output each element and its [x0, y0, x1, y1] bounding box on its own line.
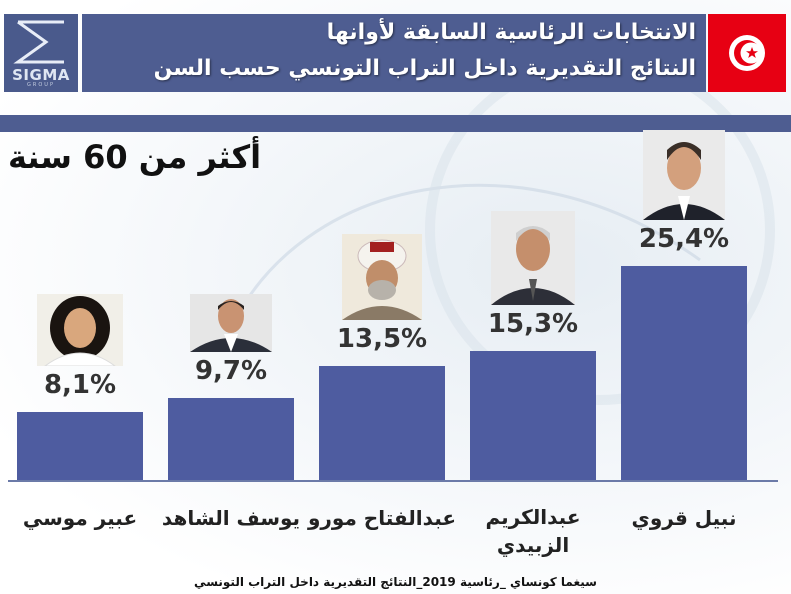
candidate-photo: [342, 234, 422, 321]
category-label: نبيل قروي: [631, 506, 737, 530]
bar-2: [168, 398, 294, 480]
flag-star: [746, 47, 758, 58]
bar-value-label: 15,3%: [487, 309, 579, 340]
bar-value-label: 25,4%: [638, 223, 730, 254]
x-axis-line: [8, 480, 778, 482]
chart-title: أكثر من 60 سنة: [8, 138, 262, 176]
category-label-line: عبدالكريم: [485, 505, 581, 529]
category-label: عبدالفتاح مورو: [307, 506, 457, 530]
tunisia-flag-emblem: [729, 35, 765, 71]
bar-5: [621, 265, 747, 480]
bar-3: [319, 366, 445, 480]
bar-value-label: 9,7%: [194, 356, 268, 387]
divider-bar: [0, 115, 791, 132]
photo-beard: [368, 280, 396, 301]
photo-body: [44, 352, 116, 366]
photo-robe: [342, 306, 422, 321]
candidate-photo: [37, 293, 123, 366]
photo-tie: [529, 279, 537, 302]
logo-text: SIGMA: [12, 66, 70, 84]
bar-4: [470, 351, 596, 480]
sigma-icon-path: [13, 20, 64, 64]
logo-subtext: GROUP: [27, 82, 55, 88]
tunisia-flag: [708, 14, 786, 92]
category-label-line: الزبيدي: [496, 533, 570, 557]
category-label: عبير موسي: [22, 506, 138, 530]
header-title: الانتخابات الرئاسية السابقة لأوانها: [326, 20, 696, 45]
candidate-photo: [491, 211, 575, 306]
photo-hair: [516, 226, 550, 242]
bar-value-label: 13,5%: [336, 324, 428, 355]
photo-cap: [370, 242, 394, 253]
header-subtitle: النتائج التقديرية داخل التراب التونسي حس…: [153, 56, 696, 81]
category-label: يوسف الشاهد: [161, 506, 301, 530]
photo-face: [667, 145, 701, 190]
source-footer: سيغما كونساي _رئاسية 2019_النتائج التقدي…: [194, 575, 597, 589]
header-banner: الانتخابات الرئاسية السابقة لأوانها النت…: [82, 14, 706, 92]
category-label: عبدالكريم الزبيدي: [458, 503, 608, 559]
candidate-photo: [643, 129, 725, 220]
photo-face: [218, 299, 244, 334]
background-curve: [228, 183, 701, 331]
photo-hair: [667, 141, 701, 160]
candidate-photo: [190, 294, 272, 353]
photo-shirt: [678, 195, 690, 220]
bar-value-label: 8,1%: [43, 369, 117, 400]
photo-hair: [218, 301, 244, 311]
bar-1: [17, 411, 143, 480]
photo-face: [516, 227, 550, 272]
photo-shirt: [224, 334, 238, 353]
sigma-icon: [13, 20, 64, 64]
photo-face: [64, 307, 96, 348]
sigma-logo: SIGMA GROUP: [4, 14, 78, 92]
